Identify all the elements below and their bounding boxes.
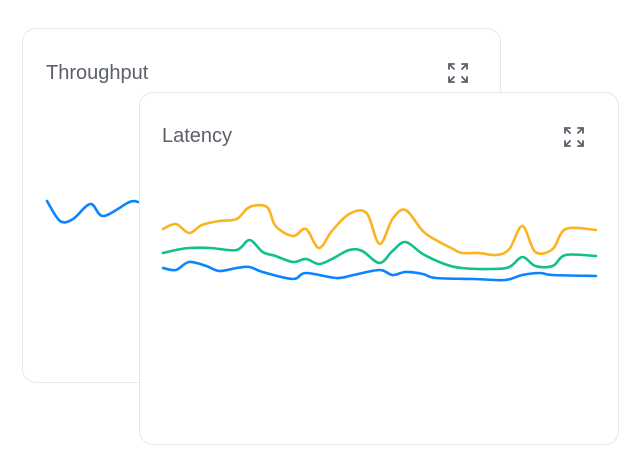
series-line-2 (161, 260, 598, 282)
throughput-chart (45, 199, 140, 224)
series-line-1 (161, 238, 598, 271)
expand-icon[interactable] (563, 126, 585, 148)
latency-chart (161, 203, 598, 282)
latency-card: Latency (139, 92, 619, 445)
card-title: Latency (162, 125, 233, 147)
card-title: Throughput (46, 62, 149, 84)
series-line-0 (161, 203, 598, 257)
series-line-0 (45, 199, 140, 224)
expand-icon[interactable] (447, 62, 469, 84)
